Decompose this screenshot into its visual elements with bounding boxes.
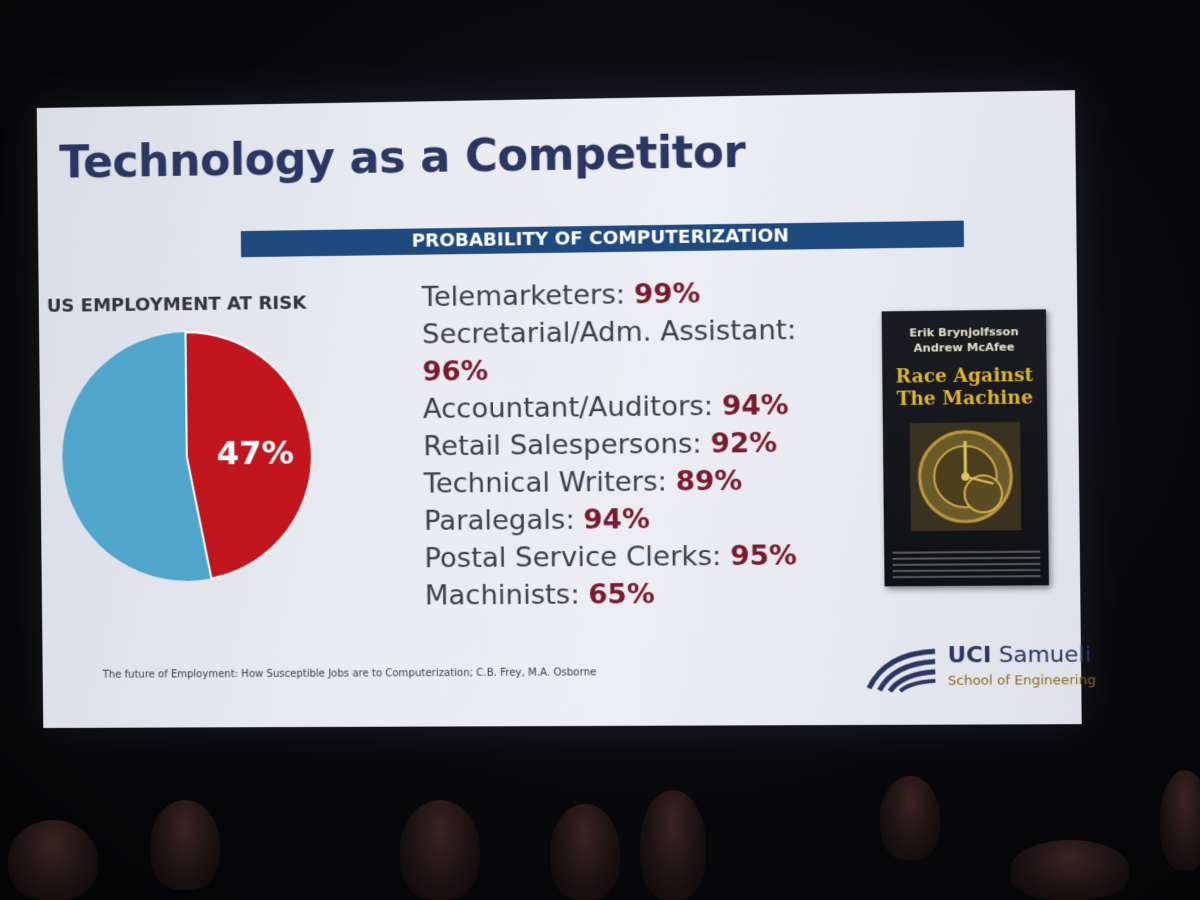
- pie-slice-at-risk: [185, 331, 313, 579]
- job-label: Telemarketers:: [421, 279, 626, 314]
- book-title-line: Race Against: [895, 364, 1034, 388]
- probability-banner: PROBABILITY OF COMPUTERIZATION: [240, 220, 965, 258]
- audience-head: [150, 800, 220, 890]
- job-item: Technical Writers: 89%: [423, 462, 798, 503]
- job-item: Paralegals: 94%: [424, 500, 799, 541]
- job-item: Postal Service Clerks: 95%: [424, 537, 799, 577]
- job-item: Machinists: 65%: [425, 575, 800, 615]
- job-percent: 96%: [422, 355, 489, 388]
- employment-pie-chart: 47%: [57, 327, 317, 586]
- book-author: Andrew McAfee: [913, 340, 1015, 355]
- pie-percent-label: 47%: [216, 433, 294, 472]
- book-title: Race Against The Machine: [882, 365, 1047, 412]
- job-percent: 89%: [675, 465, 743, 498]
- uci-text: UCI: [947, 642, 992, 669]
- job-percent: 94%: [583, 503, 650, 536]
- job-item: Telemarketers: 99%: [421, 274, 796, 316]
- job-item: Accountant/Auditors: 94%: [423, 387, 798, 428]
- audience-head: [8, 820, 98, 900]
- job-percent: 94%: [721, 389, 789, 423]
- uci-samueli-logo: UCI Samueli School of Engineering: [864, 642, 1096, 704]
- job-label: Machinists:: [424, 579, 580, 612]
- job-percent: 92%: [710, 427, 778, 460]
- book-title-line: The Machine: [896, 387, 1034, 411]
- job-label: Paralegals:: [423, 504, 575, 538]
- audience-head: [550, 804, 620, 900]
- audience-head: [880, 776, 940, 860]
- school-of-engineering-text: School of Engineering: [947, 672, 1096, 689]
- audience-head: [1010, 840, 1130, 900]
- audience-head: [400, 800, 480, 900]
- book-authors: Erik Brynjolfsson Andrew McAfee: [882, 324, 1047, 357]
- employment-risk-label: US EMPLOYMENT AT RISK: [46, 292, 307, 317]
- slide-title: Technology as a Competitor: [59, 126, 746, 189]
- audience-head: [640, 790, 706, 900]
- clockwork-illustration: [909, 422, 1022, 532]
- samueli-text: Samueli: [998, 642, 1092, 669]
- projected-slide: Technology as a Competitor PROBABILITY O…: [36, 90, 1096, 729]
- job-probability-list: Telemarketers: 99% Secretarial/Adm. Assi…: [421, 274, 799, 615]
- job-label: Retail Salespersons:: [423, 428, 702, 463]
- audience-silhouettes: [0, 750, 1200, 900]
- book-cover-image: Erik Brynjolfsson Andrew McAfee Race Aga…: [881, 309, 1049, 587]
- job-percent: 65%: [588, 578, 655, 611]
- book-blurb-text: [892, 550, 1041, 579]
- job-label: Secretarial/Adm. Assistant:: [421, 314, 797, 351]
- job-item: Secretarial/Adm. Assistant: 96%: [422, 311, 797, 390]
- uci-wave-icon: [864, 647, 939, 692]
- job-label: Postal Service Clerks:: [424, 540, 722, 575]
- job-label: Accountant/Auditors:: [422, 390, 714, 426]
- job-percent: 95%: [730, 540, 798, 573]
- uci-samueli-name: UCI Samueli: [947, 642, 1091, 668]
- audience-head: [1160, 770, 1200, 870]
- source-citation: The future of Employment: How Susceptibl…: [102, 667, 597, 681]
- job-percent: 99%: [633, 278, 701, 311]
- job-item: Retail Salespersons: 92%: [423, 424, 798, 465]
- job-label: Technical Writers:: [423, 466, 668, 500]
